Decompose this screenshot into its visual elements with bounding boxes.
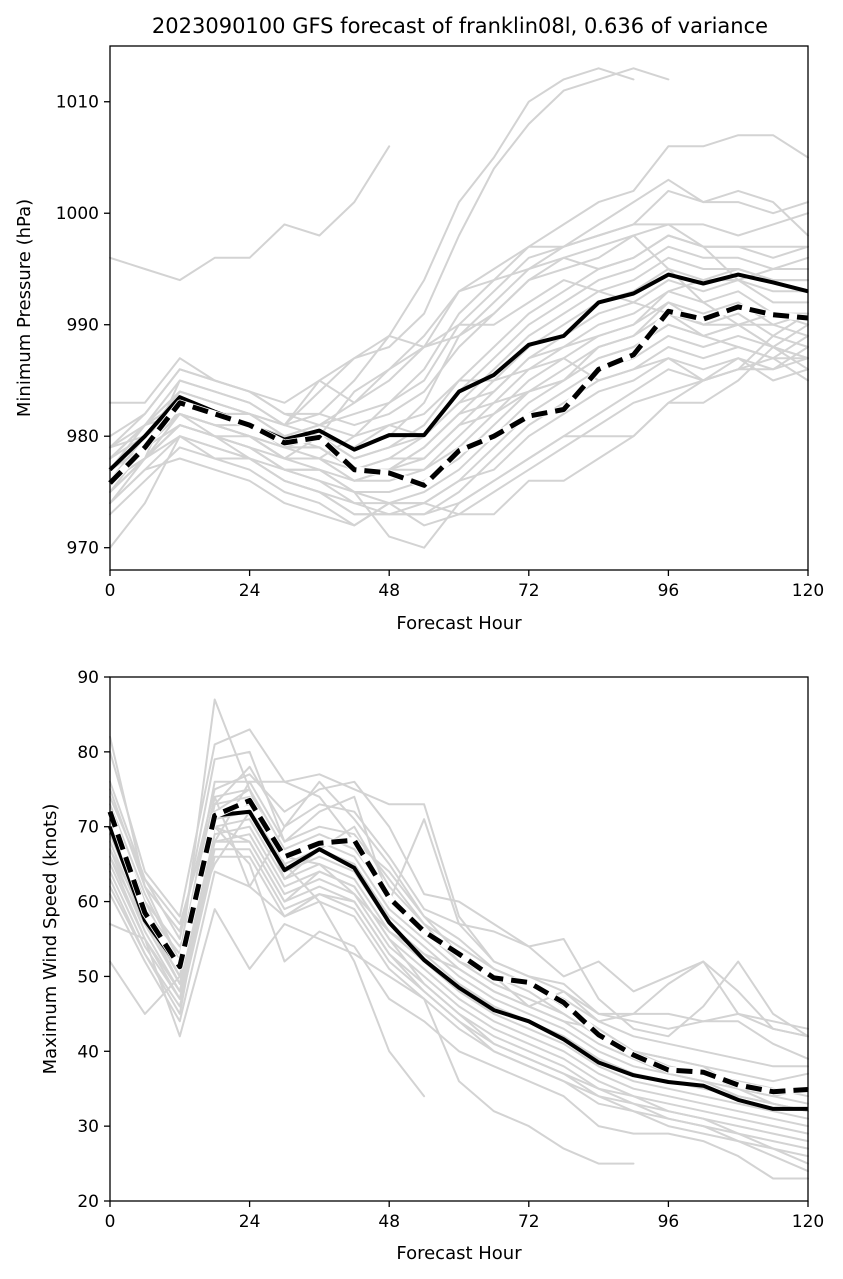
wind-x-tick-label: 96 — [658, 1212, 680, 1232]
pressure-axis-ticks: 0 24 48 72 96 120 970 980 990 1000 1010 — [56, 93, 824, 601]
wind-y-tick-label: 80 — [77, 743, 99, 763]
pressure-x-axis-label: Forecast Hour — [396, 613, 522, 634]
wind-y-tick-label: 70 — [77, 818, 99, 838]
pressure-panel: 2023090100 GFS forecast of franklin08l, … — [14, 14, 824, 634]
pressure-x-tick-label: 72 — [518, 581, 540, 601]
pressure-ensemble-member-line-31 — [109, 323, 809, 471]
wind-y-tick-label: 60 — [77, 893, 99, 913]
wind-ensemble-member-line-7 — [109, 780, 809, 1068]
wind-panel: 0 24 48 72 96 120 20 30 40 50 60 70 80 90 Forecast Ho… — [40, 668, 824, 1264]
wind-y-tick-label: 90 — [77, 668, 99, 688]
wind-y-axis-label: Maximum Wind Speed (knots) — [40, 804, 61, 1075]
wind-x-tick-label: 72 — [518, 1212, 540, 1232]
wind-ensemble-member-line-18 — [109, 825, 809, 1165]
wind-x-axis-label: Forecast Hour — [396, 1243, 522, 1264]
wind-x-tick-label: 24 — [239, 1212, 261, 1232]
pressure-plot-frame — [109, 45, 809, 571]
pressure-ensemble-member-line-30 — [109, 357, 809, 449]
pressure-y-tick-label: 990 — [67, 316, 99, 336]
pressure-ensemble-member-line-23 — [109, 334, 809, 527]
pressure-ensemble-member-line-2 — [109, 145, 391, 282]
wind-series-group — [106, 698, 809, 1180]
wind-ensemble-member-line-3 — [109, 728, 809, 1030]
wind-axis-ticks: 0 24 48 72 96 120 20 30 40 50 60 70 80 90 — [77, 668, 824, 1232]
wind-plot-frame — [109, 676, 809, 1202]
pressure-y-tick-label: 980 — [67, 427, 99, 447]
chart-title: 2023090100 GFS forecast of franklin08l, … — [152, 14, 768, 38]
pressure-ensemble-member-line-24 — [109, 312, 809, 549]
pressure-x-tick-label: 24 — [239, 581, 261, 601]
wind-y-tick-label: 50 — [77, 967, 99, 987]
wind-y-tick-label: 20 — [77, 1192, 99, 1212]
pressure-ensemble-member-line-26 — [109, 234, 809, 438]
wind-x-tick-label: 120 — [792, 1212, 824, 1232]
pressure-y-tick-label: 1010 — [56, 93, 99, 113]
pressure-x-tick-label: 96 — [658, 581, 680, 601]
wind-x-tick-label: 48 — [378, 1212, 400, 1232]
pressure-ensemble-member-line-29 — [109, 234, 809, 460]
wind-y-tick-label: 30 — [77, 1117, 99, 1137]
wind-y-tick-label: 40 — [77, 1042, 99, 1062]
pressure-ensemble-member-line-4 — [109, 67, 670, 471]
wind-ensemble-mean-line — [108, 809, 808, 1111]
pressure-deterministic-dashed-line — [108, 304, 809, 488]
pressure-x-tick-label: 48 — [378, 581, 400, 601]
wind-ensemble-member-line-20 — [109, 908, 635, 1165]
pressure-x-tick-label: 120 — [792, 581, 824, 601]
pressure-ensemble-member-line-20 — [109, 357, 809, 516]
pressure-y-tick-label: 970 — [67, 539, 99, 559]
pressure-series-group — [107, 67, 809, 549]
wind-ensemble-member-line-19 — [109, 870, 809, 1173]
wind-ensemble-member-line-21 — [109, 825, 809, 1180]
wind-ensemble-member-line-17 — [109, 855, 809, 1158]
wind-deterministic-dashed-line — [107, 798, 809, 1095]
wind-ensemble-member-line-23 — [109, 810, 809, 1098]
pressure-y-tick-label: 1000 — [56, 204, 99, 224]
wind-ensemble-member-line-24 — [109, 788, 809, 1113]
wind-ensemble-member-line-5 — [109, 773, 809, 1038]
pressure-x-tick-label: 0 — [105, 581, 116, 601]
pressure-ensemble-member-line-28 — [109, 279, 809, 471]
wind-ensemble-member-line-6 — [109, 765, 809, 1060]
wind-x-tick-label: 0 — [105, 1212, 116, 1232]
pressure-y-axis-label: Minimum Pressure (hPa) — [14, 199, 35, 417]
